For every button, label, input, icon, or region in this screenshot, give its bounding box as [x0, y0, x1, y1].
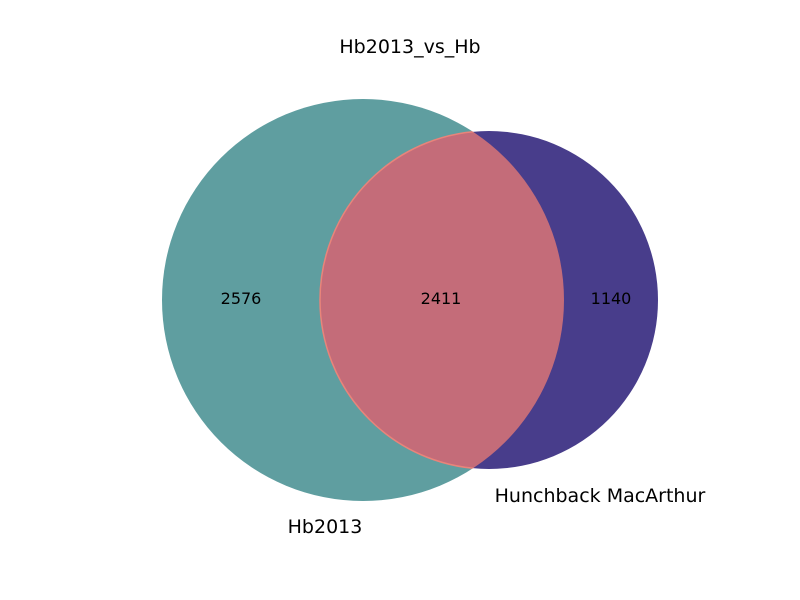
chart-title: Hb2013_vs_Hb: [339, 36, 480, 58]
set-a-only-count: 2576: [221, 289, 262, 308]
intersection-count: 2411: [421, 289, 462, 308]
set-b-only-count: 1140: [591, 289, 632, 308]
set-a-label: Hb2013: [288, 516, 363, 538]
set-b-label: Hunchback MacArthur: [495, 485, 706, 507]
